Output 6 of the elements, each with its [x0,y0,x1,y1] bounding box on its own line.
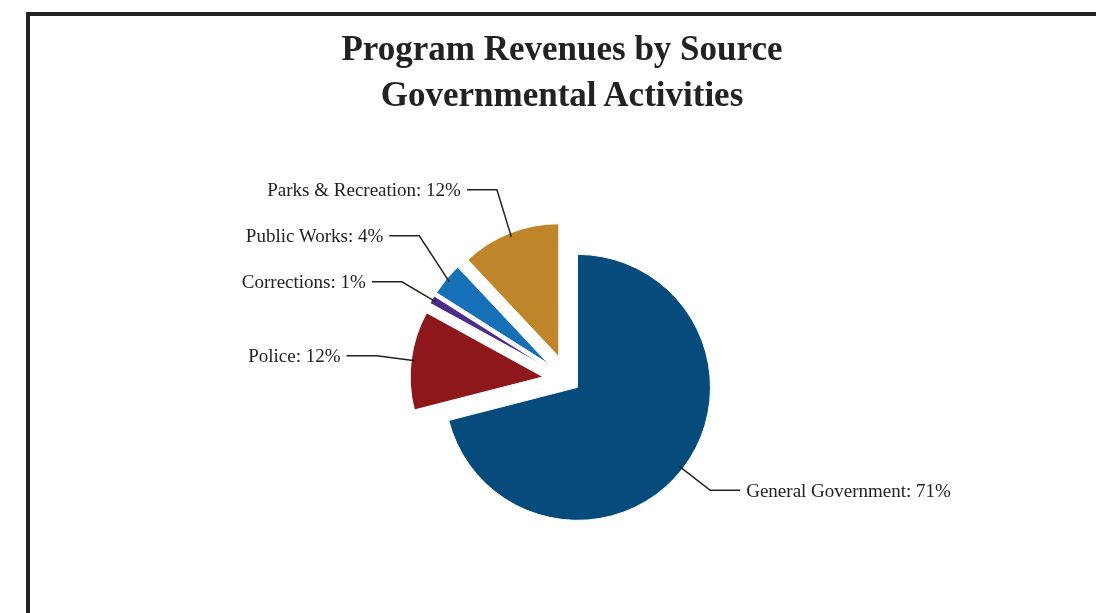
slice-label: Corrections: 1% [241,271,367,293]
chart-title: Program Revenues by Source Governmental Activities [341,29,783,114]
slice-label: General Government: 71% [746,479,952,501]
slice-label: Parks & Recreation: 12% [267,179,462,201]
slice-label: Police: 12% [248,345,341,367]
slice-label: Public Works: 4% [245,225,384,247]
